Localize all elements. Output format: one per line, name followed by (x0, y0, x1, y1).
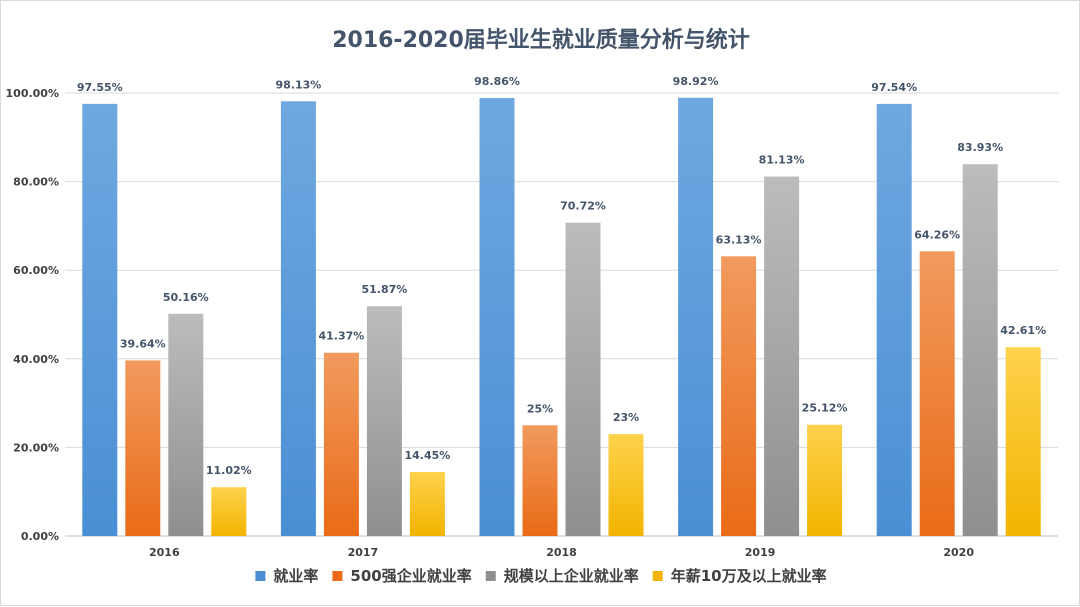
bar-2016-series-2 (168, 313, 204, 536)
data-label: 98.86% (474, 75, 520, 88)
legend[interactable]: 就业率 500强企业就业率 规模以上企业就业率 年薪10万及以上就业率 (255, 567, 827, 585)
y-tick-label: 100.00% (6, 87, 59, 100)
x-category-label: 2020 (943, 546, 974, 559)
bar-2017-series-1 (323, 352, 359, 536)
bar-2019-series-0 (678, 97, 714, 537)
bar-2017-series-2 (366, 306, 402, 536)
legend-label: 就业率 (273, 567, 318, 585)
bar-2018-series-2 (565, 222, 601, 537)
data-label: 25% (527, 402, 553, 415)
bar-2018-series-1 (522, 425, 558, 536)
bars (82, 97, 1041, 537)
y-tick-label: 0.00% (21, 530, 59, 543)
data-label: 51.87% (361, 283, 407, 296)
data-label: 23% (613, 411, 639, 424)
legend-item[interactable]: 规模以上企业就业率 (485, 567, 639, 585)
bar-2016-series-0 (82, 103, 118, 536)
bar-2016-series-3 (211, 487, 247, 536)
data-label: 14.45% (404, 449, 450, 462)
y-tick-label: 80.00% (13, 176, 59, 189)
bar-2019-series-3 (807, 424, 843, 536)
data-label: 97.54% (871, 81, 917, 94)
data-label: 50.16% (163, 291, 209, 304)
legend-swatch (485, 571, 496, 581)
data-label: 63.13% (716, 233, 762, 246)
data-label: 98.13% (275, 78, 321, 91)
data-label: 81.13% (759, 154, 805, 167)
bar-2016-series-1 (125, 360, 161, 536)
data-label: 70.72% (560, 200, 606, 213)
legend-swatch (255, 571, 266, 581)
data-label: 39.64% (120, 337, 166, 350)
x-category-label: 2016 (149, 546, 180, 559)
data-labels: 97.55% 39.64% 50.16% 11.02% 98.13% 41.37% 51.8… (77, 75, 1046, 477)
x-category-label: 2018 (546, 546, 577, 559)
bar-2020-series-2 (962, 164, 998, 536)
x-axis-categories: 2016 2017 2018 2019 2020 (149, 546, 974, 559)
legend-swatch (652, 571, 663, 581)
chart-title: 2016-2020届毕业生就业质量分析与统计 (332, 27, 750, 53)
y-tick-label: 40.00% (13, 353, 59, 366)
bar-2018-series-0 (479, 98, 515, 536)
bar-2020-series-3 (1005, 347, 1041, 536)
data-label: 64.26% (914, 228, 960, 241)
bar-2019-series-1 (721, 256, 757, 536)
legend-item[interactable]: 年薪10万及以上就业率 (652, 567, 827, 585)
legend-item[interactable]: 500强企业就业率 (332, 567, 472, 585)
data-label: 11.02% (206, 464, 252, 477)
legend-item[interactable]: 就业率 (255, 567, 318, 585)
legend-label: 500强企业就业率 (350, 567, 471, 585)
data-label: 98.92% (673, 75, 719, 88)
x-category-label: 2019 (745, 546, 776, 559)
y-axis-ticks: 0.00% 20.00% 40.00% 60.00% 80.00% 100.00% (6, 87, 59, 543)
y-tick-label: 20.00% (13, 441, 59, 454)
bar-2017-series-3 (409, 471, 445, 536)
data-label: 97.55% (77, 81, 123, 94)
y-tick-label: 60.00% (13, 264, 59, 277)
bar-2020-series-0 (876, 103, 912, 536)
legend-swatch (332, 571, 343, 581)
bar-2020-series-1 (919, 251, 955, 537)
data-label: 41.37% (318, 330, 364, 343)
legend-label: 规模以上企业就业率 (504, 567, 639, 585)
bar-2019-series-2 (764, 176, 800, 536)
legend-label: 年薪10万及以上就业率 (671, 567, 827, 585)
data-label: 83.93% (957, 141, 1003, 154)
x-category-label: 2017 (348, 546, 379, 559)
data-label: 25.12% (802, 402, 848, 415)
bar-2018-series-3 (608, 434, 644, 536)
data-label: 42.61% (1000, 324, 1046, 337)
bar-2017-series-0 (280, 101, 316, 536)
